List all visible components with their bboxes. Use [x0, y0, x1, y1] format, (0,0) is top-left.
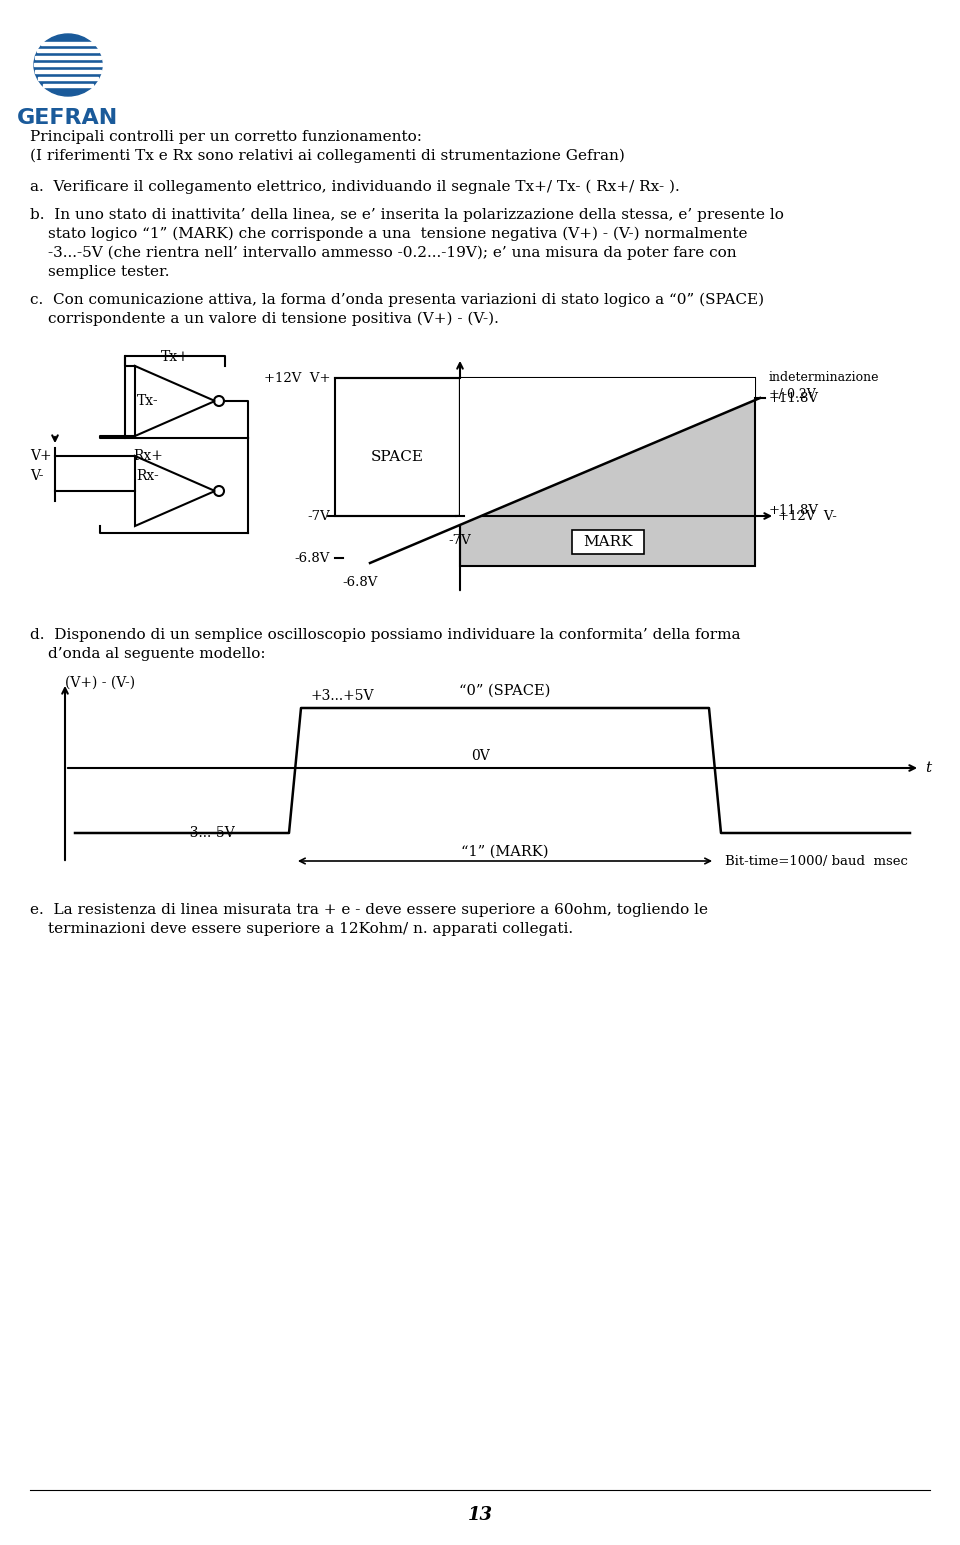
Text: stato logico “1” (MARK) che corrisponde a una  tensione negativa (V+) - (V-) nor: stato logico “1” (MARK) che corrisponde …	[48, 227, 748, 241]
Text: GEFRAN: GEFRAN	[17, 108, 119, 128]
Text: d’onda al seguente modello:: d’onda al seguente modello:	[48, 647, 266, 661]
Bar	[35, 70, 101, 73]
Text: e.  La resistenza di linea misurata tra + e - deve essere superiore a 60ohm, tog: e. La resistenza di linea misurata tra +…	[30, 902, 708, 918]
Text: -3...-5V: -3...-5V	[185, 827, 235, 840]
Bar	[460, 379, 755, 565]
Text: +11.8V: +11.8V	[769, 505, 819, 518]
Text: corrispondente a un valore di tensione positiva (V+) - (V-).: corrispondente a un valore di tensione p…	[48, 312, 499, 326]
Text: -7V: -7V	[448, 535, 471, 547]
Text: -6.8V: -6.8V	[343, 576, 377, 589]
Text: 0V: 0V	[470, 749, 490, 763]
Text: +3...+5V: +3...+5V	[310, 689, 373, 703]
Text: t: t	[925, 762, 931, 776]
Text: +11.8V: +11.8V	[769, 391, 819, 405]
Text: Tx-: Tx-	[137, 394, 158, 408]
Text: V-: V-	[30, 470, 43, 484]
Text: V+: V+	[30, 450, 52, 464]
Text: MARK: MARK	[583, 535, 633, 548]
Text: (V+) - (V-): (V+) - (V-)	[65, 677, 135, 691]
Text: +12V  V+: +12V V+	[263, 371, 330, 385]
Text: semplice tester.: semplice tester.	[48, 266, 170, 280]
Text: Principali controlli per un corretto funzionamento:: Principali controlli per un corretto fun…	[30, 130, 422, 144]
Text: Rx-: Rx-	[136, 470, 159, 484]
Text: terminazioni deve essere superiore a 12Kohm/ n. apparati collegati.: terminazioni deve essere superiore a 12K…	[48, 922, 573, 936]
Text: -3...-5V (che rientra nell’ intervallo ammesso -0.2...-19V); e’ una misura da po: -3...-5V (che rientra nell’ intervallo a…	[48, 246, 736, 261]
Text: Tx+: Tx+	[160, 351, 189, 365]
Bar	[38, 77, 98, 80]
Bar	[34, 63, 102, 66]
Text: c.  Con comunicazione attiva, la forma d’onda presenta variazioni di stato logic: c. Con comunicazione attiva, la forma d’…	[30, 294, 764, 307]
Text: a.  Verificare il collegamento elettrico, individuando il segnale Tx+/ Tx- ( Rx+: a. Verificare il collegamento elettrico,…	[30, 181, 680, 195]
Text: Bit-time=1000/ baud  msec: Bit-time=1000/ baud msec	[725, 854, 908, 867]
Text: (I riferimenti Tx e Rx sono relativi ai collegamenti di strumentazione Gefran): (I riferimenti Tx e Rx sono relativi ai …	[30, 148, 625, 164]
Bar	[35, 56, 101, 59]
Text: SPACE: SPACE	[371, 450, 424, 464]
Bar	[40, 42, 95, 45]
Polygon shape	[370, 379, 760, 562]
Ellipse shape	[34, 34, 102, 96]
Text: 13: 13	[468, 1506, 492, 1523]
Text: Rx+: Rx+	[133, 450, 163, 464]
Text: “1” (MARK): “1” (MARK)	[461, 845, 549, 859]
Text: d.  Disponendo di un semplice oscilloscopio possiamo individuare la conformita’ : d. Disponendo di un semplice oscilloscop…	[30, 627, 740, 643]
Text: b.  In uno stato di inattivita’ della linea, se e’ inserita la polarizzazione de: b. In uno stato di inattivita’ della lin…	[30, 209, 784, 222]
Text: indeterminazione
+/-0.2V: indeterminazione +/-0.2V	[769, 371, 879, 402]
Bar	[37, 49, 99, 53]
Text: +12V  V-: +12V V-	[778, 510, 837, 522]
FancyBboxPatch shape	[571, 530, 643, 555]
Bar	[335, 379, 460, 516]
Text: -7V: -7V	[307, 510, 330, 522]
Text: “0” (SPACE): “0” (SPACE)	[459, 684, 551, 698]
Bar	[43, 85, 93, 87]
Text: -6.8V: -6.8V	[295, 552, 330, 564]
